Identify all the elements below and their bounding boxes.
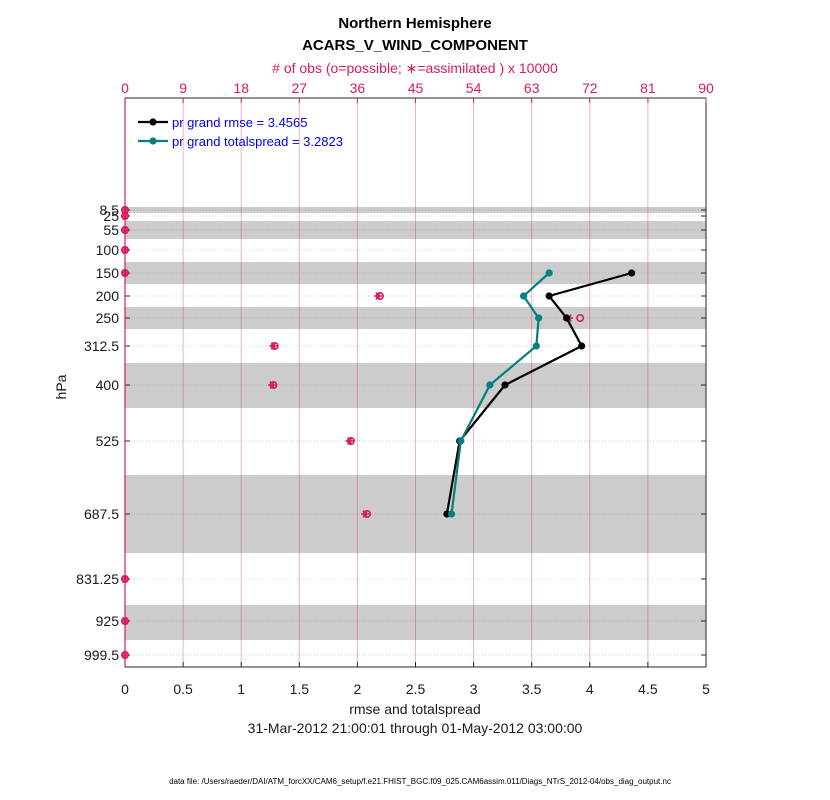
series-point-rmse xyxy=(501,381,509,389)
level-band xyxy=(125,207,706,213)
y-axis-tick-label: 687.5 xyxy=(84,506,119,522)
y-axis-tick-label: 100 xyxy=(96,242,120,258)
obs-assimilated-stroke xyxy=(346,437,353,445)
top-axis-tick-label: 45 xyxy=(408,80,424,96)
date-range-label: 31-Mar-2012 21:00:01 through 01-May-2012… xyxy=(248,720,583,736)
obs-possible-marker xyxy=(576,313,585,322)
series-group xyxy=(121,98,636,667)
series-point-totalspread xyxy=(447,510,456,518)
legend-marker xyxy=(149,137,157,145)
y-axis-tick-label: 8.5 xyxy=(100,202,120,218)
y-axis-tick-label: 400 xyxy=(96,377,120,393)
y-axis-tick-label: 525 xyxy=(96,433,120,449)
obs-assimilated-stroke xyxy=(269,381,275,389)
chart-title: Northern Hemisphere xyxy=(338,15,491,32)
top-axis-tick-label: 18 xyxy=(233,80,249,96)
top-axis-tick-label: 36 xyxy=(350,80,366,96)
x-axis-label: rmse and totalspread xyxy=(349,701,481,717)
y-axis-tick-label: 925 xyxy=(96,613,120,629)
x-axis-tick-label: 2.5 xyxy=(406,681,426,697)
x-axis-tick-label: 1 xyxy=(237,681,245,697)
x-axis-tick-label: 4.5 xyxy=(638,681,658,697)
series-point-rmse xyxy=(578,342,586,350)
legend: pr grand rmse = 3.4565 pr grand totalspre… xyxy=(138,115,343,149)
legend-label: pr grand rmse = 3.4565 xyxy=(172,115,308,130)
obs-assimilated-marker xyxy=(269,342,278,350)
level-band xyxy=(125,262,706,284)
top-axis-label: # of obs (o=possible; ∗=assimilated ) x … xyxy=(272,60,558,76)
grid-lines xyxy=(125,98,706,667)
legend-marker xyxy=(149,118,157,126)
y-axis-label: hPa xyxy=(53,374,69,399)
level-bands xyxy=(125,207,706,640)
series-point-totalspread xyxy=(545,269,553,277)
y-axis-tick-label: 831.25 xyxy=(76,571,119,587)
obs-assimilated-stroke xyxy=(270,342,277,350)
level-band xyxy=(125,605,706,640)
y-axis-tick-label: 150 xyxy=(96,265,120,281)
top-axis-tick-label: 81 xyxy=(640,80,656,96)
x-axis-tick-label: 1.5 xyxy=(290,681,310,697)
obs-assimilated-stroke xyxy=(362,510,368,518)
series-point-rmse xyxy=(628,269,636,277)
top-axis-tick-label: 90 xyxy=(698,80,714,96)
obs-assimilated-stroke xyxy=(375,292,381,300)
y-axis-tick-label: 200 xyxy=(96,288,120,304)
x-axis-tick-label: 0 xyxy=(121,681,129,697)
series-point-totalspread xyxy=(486,381,494,389)
level-band xyxy=(125,221,706,239)
top-axis-tick-label: 0 xyxy=(121,80,129,96)
top-axis-tick-label: 27 xyxy=(292,80,308,96)
y-axis-tick-label: 25 xyxy=(103,208,119,224)
obs-assimilated-marker xyxy=(345,437,354,445)
series-point-totalspread xyxy=(532,342,540,350)
x-axis-tick-label: 5 xyxy=(702,681,710,697)
top-axis-tick-label: 9 xyxy=(179,80,187,96)
obs-assimilated-marker xyxy=(374,292,383,300)
x-axis-tick-label: 3.5 xyxy=(522,681,542,697)
y-axis-tick-label: 312.5 xyxy=(84,338,119,354)
legend-label: pr grand totalspread = 3.2823 xyxy=(172,134,343,149)
footnote: data file: /Users/raeder/DAI/ATM_forcXX/… xyxy=(169,777,671,786)
y-axis-tick-label: 55 xyxy=(103,222,119,238)
obs-assimilated-marker xyxy=(268,381,277,389)
top-axis-tick-label: 63 xyxy=(524,80,540,96)
y-axis-tick-label: 999.5 xyxy=(84,647,119,663)
series-point-totalspread xyxy=(457,437,465,445)
x-axis-tick-label: 4 xyxy=(586,681,594,697)
series-point-totalspread xyxy=(519,292,528,300)
x-axis-tick-label: 2 xyxy=(354,681,362,697)
y-axis-tick-label: 250 xyxy=(96,310,120,326)
level-band xyxy=(125,307,706,329)
series-point-rmse xyxy=(545,292,553,300)
axis-ticks: 0 9 18 27 36 45 54 63 72 81 90 0 0.5 1 1.5 2 2.5 3 3.5 4 4.5… xyxy=(76,80,714,697)
level-band xyxy=(125,363,706,408)
x-axis-tick-label: 0.5 xyxy=(173,681,193,697)
series-point-totalspread xyxy=(535,314,543,322)
top-axis-tick-label: 72 xyxy=(582,80,598,96)
series-point-rmse xyxy=(562,314,571,322)
top-axis-tick-label: 54 xyxy=(466,80,482,96)
obs-assimilated-marker xyxy=(361,510,370,518)
x-axis-tick-label: 3 xyxy=(470,681,478,697)
chart-subtitle: ACARS_V_WIND_COMPONENT xyxy=(302,37,528,54)
